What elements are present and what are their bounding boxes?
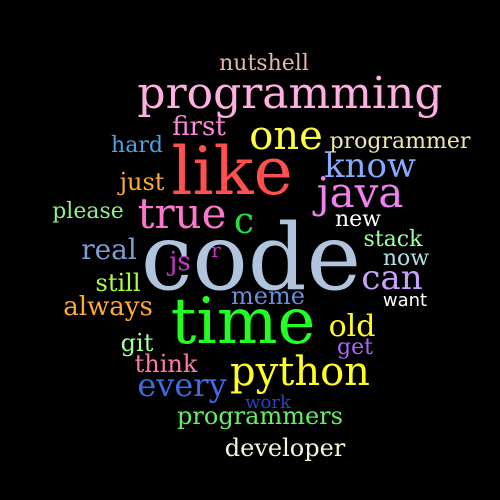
word-programming: programming	[137, 68, 443, 119]
word-programmers: programmers	[177, 402, 343, 430]
word-want: want	[382, 290, 428, 311]
word-always: always	[63, 292, 153, 322]
word-git: git	[120, 329, 154, 357]
word-r: r	[211, 238, 221, 262]
word-meme: meme	[231, 282, 305, 310]
word-new: new	[334, 207, 382, 232]
word-c: c	[233, 201, 255, 242]
word-still: still	[95, 269, 141, 297]
word-please: please	[52, 199, 124, 224]
word-think: think	[134, 350, 198, 378]
word-java: java	[316, 168, 404, 217]
word-work: work	[245, 392, 291, 413]
word-can: can	[361, 258, 423, 298]
word-get: get	[337, 335, 373, 360]
word-hard: hard	[111, 133, 163, 158]
word-know: know	[323, 146, 417, 186]
word-code: code	[140, 204, 362, 311]
word-one: one	[249, 113, 323, 159]
word-programmer: programmer	[329, 129, 471, 154]
word-like: like	[171, 133, 293, 210]
word-true: true	[137, 189, 227, 238]
word-real: real	[81, 233, 137, 266]
word-python: python	[230, 349, 370, 395]
word-every: every	[137, 366, 227, 404]
word-stack: stack	[363, 227, 423, 252]
word-first: first	[172, 112, 226, 142]
word-js: js	[169, 247, 191, 277]
word-nutshell: nutshell	[219, 51, 309, 76]
word-old: old	[328, 309, 376, 344]
word-time: time	[170, 285, 316, 359]
word-now: now	[382, 246, 430, 271]
word-developer: developer	[224, 434, 346, 462]
word-just: just	[119, 168, 165, 196]
